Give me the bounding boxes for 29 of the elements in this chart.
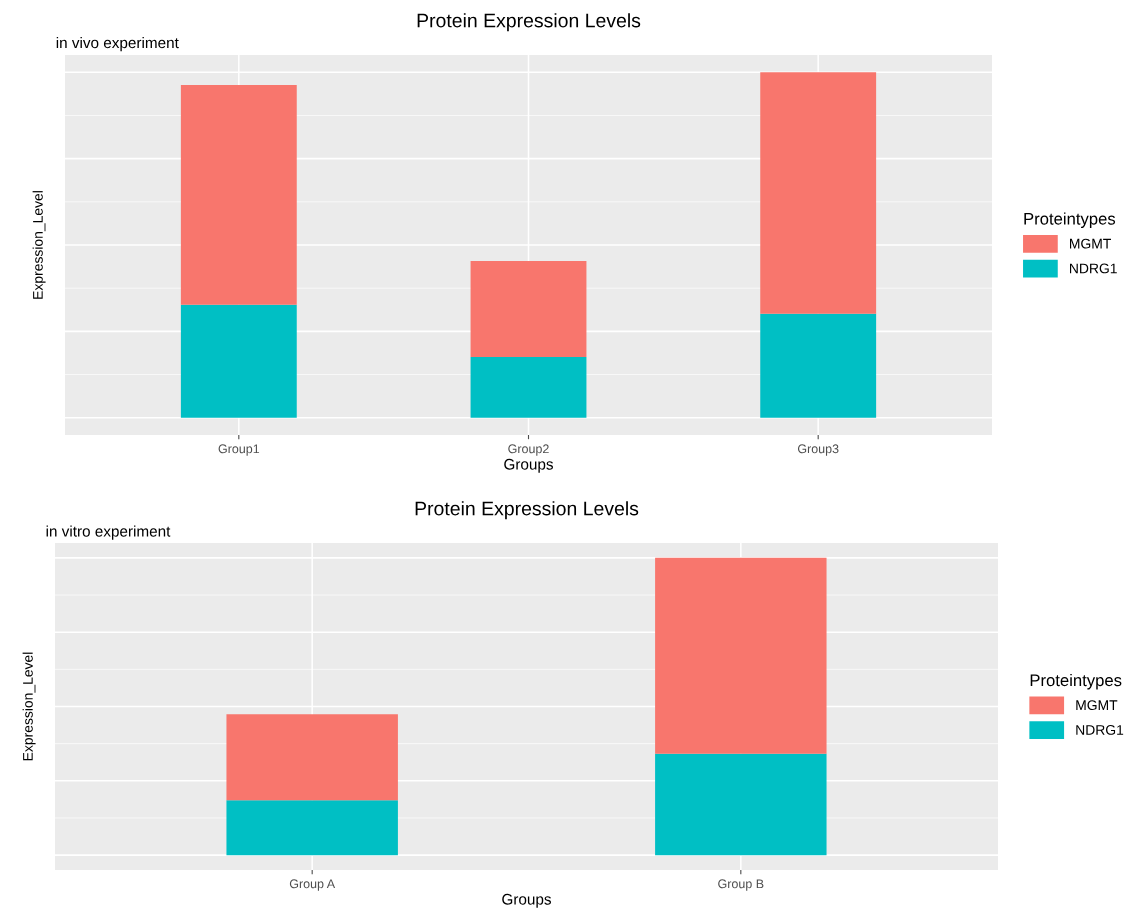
x-tick-label: Group A — [289, 879, 336, 891]
legend-label: MGMT — [1070, 238, 1111, 249]
bar — [760, 313, 877, 418]
x-tick-label: Group2 — [508, 444, 549, 456]
bar — [760, 72, 877, 314]
x-tick-label: Group B — [718, 879, 764, 891]
bar — [180, 85, 297, 305]
x-tick-label: Group1 — [218, 444, 260, 456]
legend-label: NDRG1 — [1070, 263, 1117, 274]
bar — [655, 753, 827, 856]
chart-title: Protein Expression Levels — [417, 13, 641, 32]
legend-label: NDRG1 — [1076, 724, 1124, 735]
chart-title: Protein Expression Levels — [415, 501, 639, 520]
y-axis-title: Expression_Level — [22, 652, 36, 761]
bar — [226, 800, 398, 856]
chart-subtitle: in vivo experiment — [56, 36, 179, 52]
bar — [226, 714, 398, 801]
x-tick-label: Group3 — [797, 444, 839, 456]
legend-title: Proteintypes — [1024, 212, 1116, 228]
bar — [655, 557, 827, 754]
chart-subtitle: in vitro experiment — [46, 525, 171, 540]
bar — [470, 356, 587, 418]
legend-label: MGMT — [1076, 700, 1118, 711]
x-axis-title: Groups — [502, 893, 551, 908]
bar — [470, 260, 587, 357]
y-axis-title: Expression_Level — [32, 191, 46, 299]
x-axis-title: Groups — [504, 458, 553, 473]
legend-title: Proteintypes — [1030, 673, 1122, 690]
bar — [180, 304, 297, 418]
